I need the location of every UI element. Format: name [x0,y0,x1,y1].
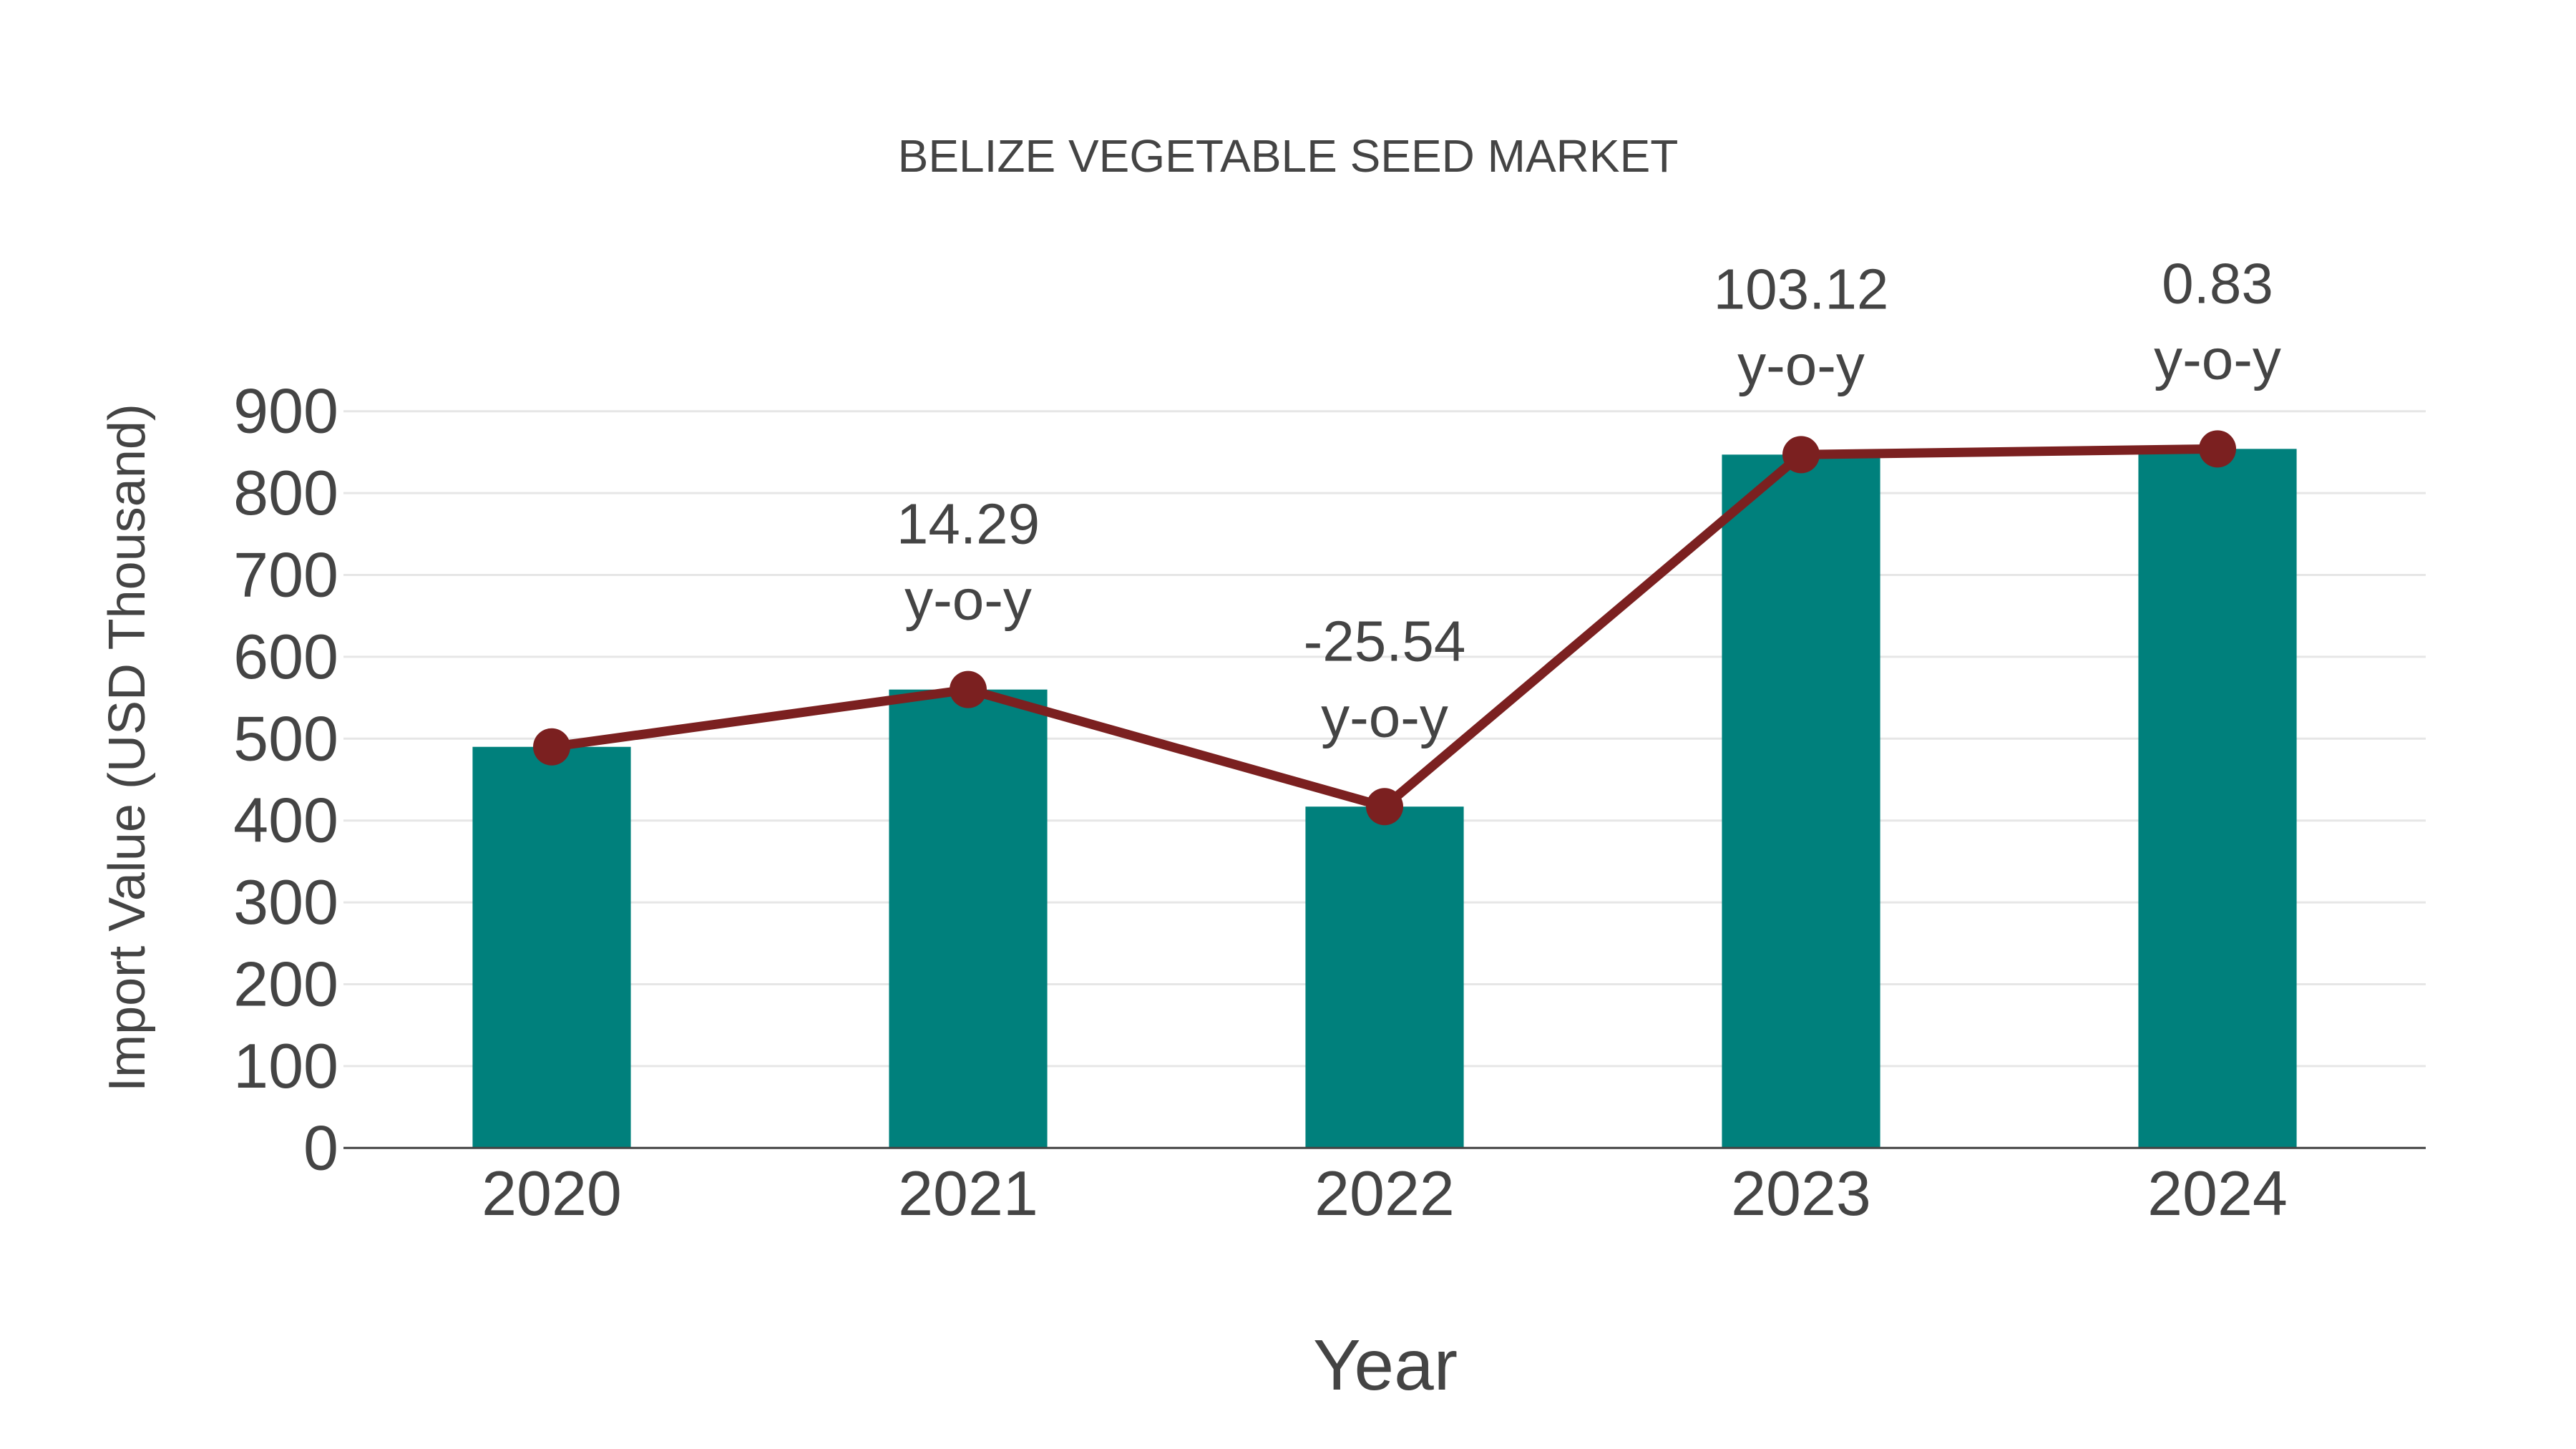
y-tick-label: 900 [233,376,338,447]
annotation-2022: -25.54 y-o-y [1304,609,1466,748]
chart-title: BELIZE VEGETABLE SEED MARKET [898,130,1679,182]
y-tick-label: 300 [233,867,338,937]
x-tick-label: 2024 [2147,1158,2288,1229]
yoy-value: 14.29 [897,492,1040,556]
y-tick-label: 500 [233,703,338,774]
annotation-2024: 0.83 y-o-y [2154,251,2281,391]
x-axis-title: Year [1313,1325,1458,1405]
bar-2021 [889,689,1048,1148]
x-tick-label: 2023 [1731,1158,1871,1229]
bar-2023 [1722,454,1880,1148]
yoy-suffix: y-o-y [904,568,1032,632]
y-tick-label: 800 [233,457,338,528]
bar-2022 [1305,806,1464,1148]
y-axis-title: Import Value (USD Thousand) [99,404,156,1092]
y-tick-label: 600 [233,621,338,692]
line-marker [1366,788,1403,826]
bar-series [472,449,2297,1148]
annotation-2021: 14.29 y-o-y [897,492,1040,632]
yoy-value: 0.83 [2162,251,2273,315]
y-tick-label: 200 [233,949,338,1020]
y-tick-label: 0 [303,1112,338,1183]
x-tick-label: 2021 [898,1158,1038,1229]
line-series [533,430,2236,826]
x-axis-ticks: 2020 2021 2022 2023 2024 [482,1158,2288,1229]
line-marker [533,728,570,766]
yoy-suffix: y-o-y [2154,327,2281,391]
yoy-value: -25.54 [1304,609,1466,673]
y-tick-label: 100 [233,1030,338,1101]
yoy-suffix: y-o-y [1737,333,1865,396]
line-marker [1782,436,1820,474]
x-tick-label: 2022 [1314,1158,1455,1229]
yoy-value: 103.12 [1714,257,1889,321]
y-tick-label: 400 [233,785,338,856]
annotation-2023: 103.12 y-o-y [1714,257,1889,396]
yoy-annotations: 14.29 y-o-y -25.54 y-o-y 103.12 y-o-y 0.83 y-o-… [897,251,2281,748]
yoy-suffix: y-o-y [1321,685,1448,748]
bar-2024 [2138,449,2297,1148]
x-tick-label: 2020 [482,1158,622,1229]
y-tick-label: 700 [233,540,338,610]
bar-2020 [472,746,631,1148]
line-marker [2199,430,2236,468]
y-axis-ticks: 0 100 200 300 400 500 600 700 800 900 [233,376,338,1184]
line-marker [950,670,987,708]
